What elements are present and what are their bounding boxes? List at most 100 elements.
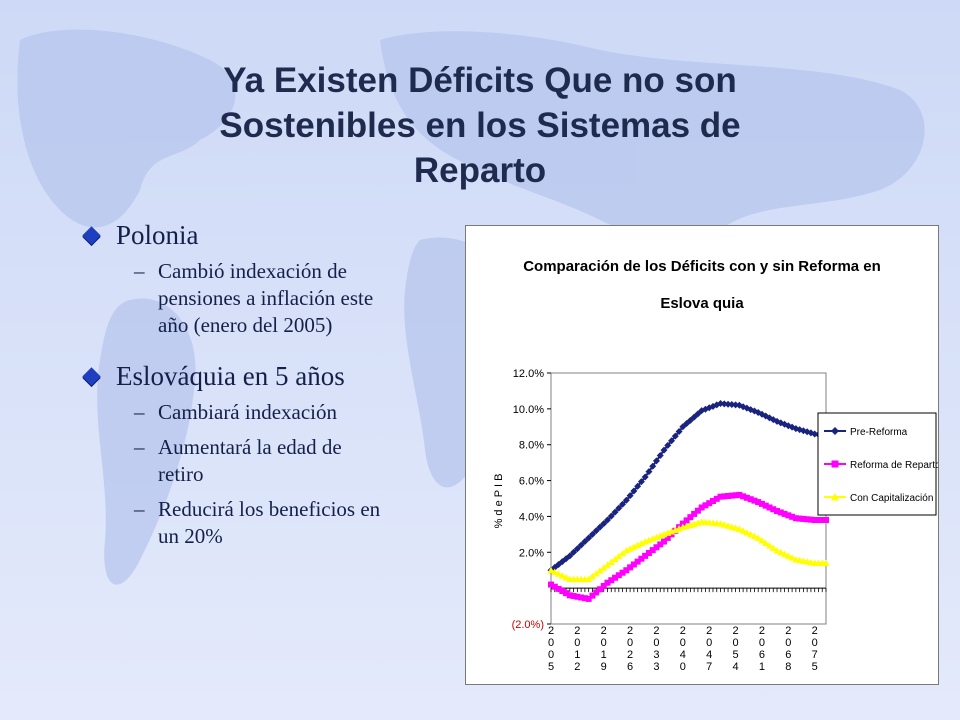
- data-point: [728, 492, 735, 499]
- data-point: [750, 532, 758, 540]
- data-point: [551, 568, 559, 576]
- data-point: [740, 493, 747, 500]
- data-point: [585, 595, 592, 602]
- data-point: [698, 504, 705, 511]
- data-point: [547, 566, 555, 574]
- bullet-polonia: Polonia: [82, 218, 462, 252]
- y-tick-label: 4.0%: [519, 511, 544, 523]
- data-point: [713, 401, 721, 409]
- data-point: [611, 508, 619, 516]
- data-point: [743, 529, 751, 536]
- data-point: [581, 538, 589, 546]
- legend-marker: [831, 493, 839, 501]
- data-point: [612, 574, 619, 581]
- data-point: [627, 564, 634, 571]
- data-point: [615, 552, 623, 560]
- data-point: [559, 588, 566, 595]
- data-point: [596, 567, 604, 574]
- dash-icon: –: [134, 259, 145, 283]
- data-point: [566, 552, 574, 560]
- data-point: [751, 497, 758, 504]
- data-point: [649, 462, 657, 470]
- data-point: [630, 561, 637, 568]
- data-point: [788, 554, 796, 561]
- data-point: [596, 586, 603, 593]
- y-tick-label: 12.0%: [513, 368, 544, 380]
- data-point: [652, 457, 660, 465]
- data-point: [664, 534, 671, 541]
- data-point: [777, 419, 785, 427]
- data-point: [593, 589, 600, 596]
- legend-label: Reforma de Reparto: [850, 460, 938, 471]
- data-point: [645, 550, 652, 557]
- data-point: [765, 541, 773, 549]
- data-point: [774, 508, 781, 515]
- data-point: [611, 555, 619, 563]
- data-point: [578, 594, 585, 601]
- data-point: [566, 592, 573, 599]
- data-point: [823, 517, 829, 524]
- data-point: [558, 558, 566, 566]
- data-point: [634, 482, 642, 490]
- data-point: [607, 558, 615, 565]
- data-point: [581, 595, 588, 602]
- data-point: [637, 539, 645, 547]
- data-point: [589, 592, 596, 599]
- data-point: [660, 446, 668, 454]
- data-point: [634, 541, 642, 549]
- data-point: [604, 516, 612, 524]
- data-point: [762, 539, 770, 546]
- data-point: [664, 441, 672, 449]
- data-point: [671, 432, 679, 440]
- data-point: [626, 492, 634, 500]
- sub-bullet-line: pensiones a inflación este: [158, 286, 374, 310]
- data-point: [758, 536, 766, 544]
- data-point: [777, 509, 784, 516]
- data-point: [690, 413, 698, 421]
- y-tick-label: 10.0%: [513, 404, 544, 416]
- data-point: [720, 400, 728, 408]
- data-point: [570, 548, 578, 556]
- legend-marker: [831, 427, 839, 435]
- data-point: [626, 545, 634, 552]
- plot-area: [550, 372, 827, 625]
- data-point: [615, 572, 622, 579]
- y-tick-label: 2.0%: [519, 547, 544, 559]
- deficit-chart: Comparación de los Déficits con y sin Re…: [465, 225, 939, 685]
- data-point: [725, 492, 732, 499]
- legend-label: Con Capitalización: [850, 493, 933, 504]
- y-tick-label: 6.0%: [519, 476, 544, 488]
- y-tick-label: 8.0%: [519, 440, 544, 452]
- data-point: [619, 549, 627, 557]
- data-point: [796, 426, 804, 434]
- data-point: [789, 513, 796, 520]
- data-point: [709, 498, 716, 505]
- y-tick-label: (2.0%): [512, 619, 544, 631]
- sub-bullet: – Reducirá los beneficios en un 20%: [82, 496, 462, 550]
- legend-label: Pre-Reforma: [850, 427, 908, 438]
- data-point: [713, 495, 720, 502]
- data-point: [675, 427, 683, 435]
- data-point: [615, 504, 623, 512]
- data-point: [773, 546, 781, 554]
- data-point: [792, 515, 799, 522]
- data-point: [683, 517, 690, 524]
- legend-marker: [831, 460, 839, 468]
- data-point: [803, 428, 811, 436]
- sub-bullet-line: retiro: [158, 462, 204, 486]
- data-point: [588, 530, 596, 538]
- dash-icon: –: [134, 400, 145, 424]
- data-point: [750, 407, 758, 415]
- data-point: [637, 478, 645, 486]
- data-point: [747, 530, 755, 538]
- data-point: [769, 544, 777, 551]
- sub-bullet-line: año (enero del 2005): [158, 313, 333, 337]
- sub-bullet: – Cambió indexación de pensiones a infla…: [82, 258, 462, 339]
- data-point: [592, 527, 600, 535]
- data-point: [573, 545, 581, 553]
- title-line-2: Sostenibles en los Sistemas de: [219, 106, 741, 145]
- data-point: [747, 496, 754, 503]
- data-point: [592, 569, 600, 577]
